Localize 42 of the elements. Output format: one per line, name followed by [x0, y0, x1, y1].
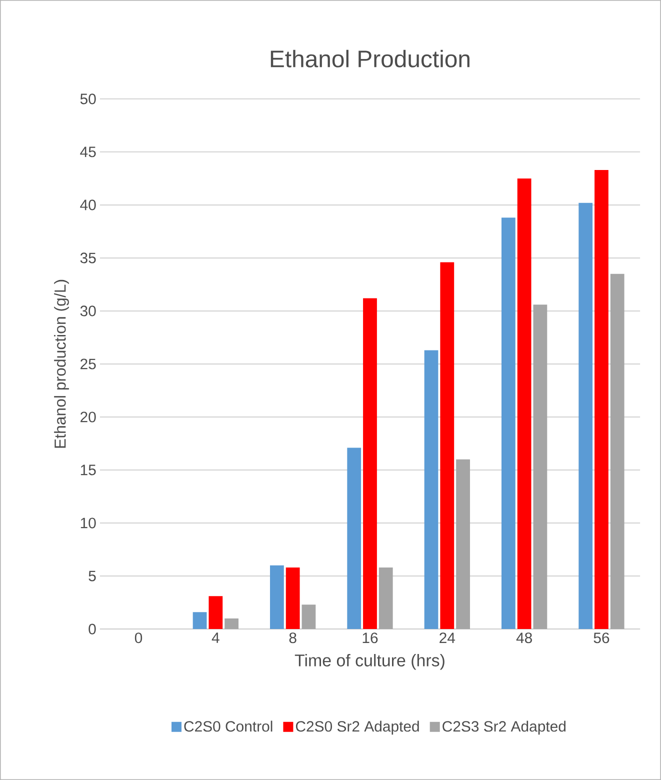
x-tick-label: 0 [134, 632, 142, 644]
chart-title: Ethanol Production [270, 50, 470, 68]
bar [208, 596, 223, 630]
y-tick-label: 35 [80, 252, 96, 264]
bar [610, 274, 624, 630]
x-axis-title: Time of culture (hrs) [294, 654, 444, 670]
bar [270, 565, 284, 630]
x-tick-label: 56 [594, 632, 610, 644]
bar [456, 459, 470, 630]
bar [424, 350, 438, 630]
bar [517, 178, 532, 630]
y-tick-label: 50 [80, 94, 96, 104]
y-tick-label: 0 [88, 624, 96, 634]
bar [440, 262, 454, 630]
bar [286, 568, 300, 630]
y-tick-label: 25 [80, 358, 96, 370]
x-tick-label: 4 [212, 632, 220, 643]
bar [363, 298, 377, 630]
legend-label: C2S3 Sr2 Adapted [442, 720, 566, 735]
y-tick-label: 10 [80, 518, 96, 528]
bar [224, 618, 239, 630]
x-tick-label: 16 [362, 632, 378, 644]
y-tick-label: 40 [80, 200, 96, 210]
x-tick-label: 8 [289, 632, 296, 644]
legend-label: C2S0 Sr2 Adapted [296, 720, 419, 735]
bar [502, 218, 516, 630]
bar [533, 304, 548, 630]
legend-label: C2S0 Control [184, 720, 272, 732]
y-tick-label: 20 [80, 412, 96, 422]
x-tick-label: 24 [440, 632, 456, 644]
y-tick-label: 5 [88, 570, 96, 582]
y-tick-label: 15 [80, 464, 96, 476]
bar [347, 448, 362, 630]
y-tick-label: 30 [80, 306, 96, 316]
y-axis-title: Ethanol production (g/L) [54, 280, 69, 448]
x-tick-label: 48 [516, 632, 532, 644]
bar [378, 568, 393, 630]
bar [192, 612, 207, 630]
bar [594, 170, 608, 630]
bar [302, 604, 316, 630]
bar [578, 202, 593, 630]
y-tick-label: 45 [80, 146, 96, 158]
